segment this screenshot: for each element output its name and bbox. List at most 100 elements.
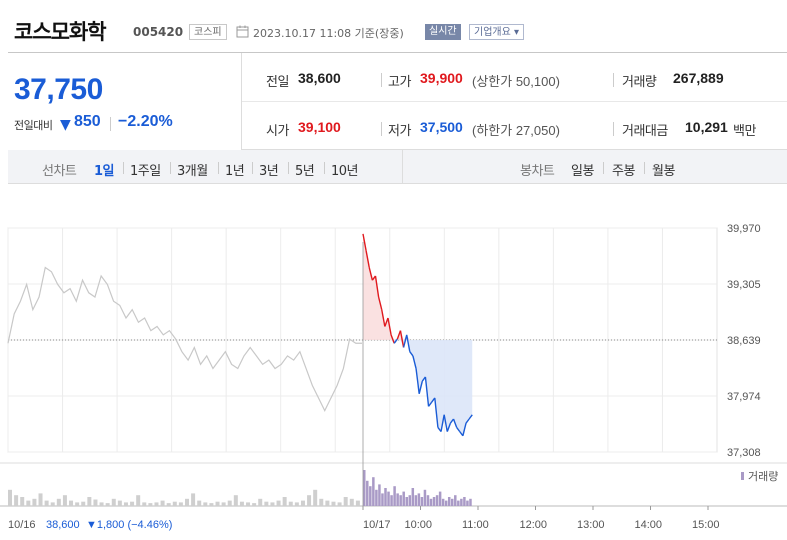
volume-bar-today: [420, 497, 424, 506]
volume-bar-today: [369, 486, 372, 506]
price-fills: [363, 233, 473, 436]
volume-bar-prev: [349, 498, 354, 506]
y-tick-label: 37,308: [727, 447, 761, 459]
amount-unit: 백만: [733, 124, 756, 139]
today-line-segment: [452, 418, 458, 428]
volume-bar-prev: [246, 502, 251, 506]
volume-bar-today: [408, 495, 412, 506]
volume-bar-today: [423, 489, 427, 506]
today-line-segment: [409, 351, 414, 357]
volume-bar-prev: [239, 501, 244, 506]
volume-bar-today: [429, 498, 433, 506]
current-price: 37,750: [14, 73, 103, 106]
x-tick-label: 12:00: [520, 519, 548, 531]
divider: [644, 162, 645, 174]
today-line-segment: [393, 338, 398, 344]
x-tick-label: 13:00: [577, 519, 605, 531]
volume-bar-today: [435, 495, 439, 506]
tab-1year[interactable]: 1년: [225, 164, 245, 179]
volume-bar-prev: [355, 500, 360, 506]
volume-legend-swatch: [741, 472, 744, 480]
tab-1day[interactable]: 1일: [94, 164, 115, 179]
today-line-segment: [362, 233, 367, 251]
volume-bar-today: [405, 497, 408, 506]
divider: [603, 162, 604, 174]
volume-bar-prev: [221, 502, 226, 506]
volume-bar-today: [447, 497, 451, 506]
today-line-segment: [384, 317, 389, 327]
volume-bars: [0, 242, 787, 507]
volume-bar-prev: [105, 503, 110, 506]
tab-3year[interactable]: 3년: [259, 164, 279, 179]
tab-10year[interactable]: 10년: [331, 164, 359, 179]
today-line-segment: [402, 334, 408, 348]
volume-bar-prev: [32, 498, 37, 506]
market-badge: 코스피: [189, 24, 227, 40]
volume-bar-prev: [44, 500, 49, 506]
tab-daily-candle[interactable]: 일봉: [571, 164, 594, 179]
volume-bar-prev: [227, 500, 232, 506]
volume-bar-prev: [215, 501, 220, 506]
volume-bar-prev: [26, 500, 31, 506]
change-label: 전일대비: [14, 119, 53, 132]
today-line-segment: [387, 317, 392, 335]
divider: [252, 162, 253, 174]
tab-3month[interactable]: 3개월: [177, 164, 208, 179]
tab-5year[interactable]: 5년: [295, 164, 315, 179]
volume-bar-prev: [99, 502, 104, 506]
volume-bar-today: [426, 495, 430, 506]
today-line-segment: [381, 309, 386, 327]
volume-bar-prev: [331, 501, 336, 506]
volume-bar-prev: [185, 498, 189, 506]
volume-bar-today: [378, 484, 381, 506]
price-box: 37,750 전일대비 ▼ 850 −2.20%: [8, 53, 242, 150]
down-area-fill: [363, 340, 473, 436]
volume-bar-prev: [87, 497, 92, 506]
volume-bar-today: [463, 497, 466, 506]
today-line-segment: [377, 296, 383, 310]
volume-bar-today: [390, 495, 393, 506]
volume-bar-today: [399, 495, 402, 506]
volume-bar-prev: [14, 495, 19, 506]
volume-bar-today: [441, 498, 445, 506]
tab-weekly-candle[interactable]: 주봉: [612, 164, 635, 179]
volume-bar-today: [438, 491, 442, 506]
volume-bar-today: [363, 470, 366, 506]
divider: [613, 122, 614, 136]
high-label: 고가: [388, 75, 411, 90]
volume-bar-prev: [142, 502, 147, 506]
volume-bar-today: [444, 500, 448, 506]
today-line-segment: [427, 401, 433, 407]
company-overview-button[interactable]: 기업개요 ▾: [469, 24, 524, 40]
realtime-badge[interactable]: 실시간: [425, 24, 461, 40]
volume-bar-today: [387, 491, 390, 506]
volume-bar-prev: [178, 502, 183, 506]
today-line-segment: [440, 414, 445, 432]
volume-value: 267,889: [673, 70, 724, 86]
divider: [170, 162, 171, 174]
volume-bar-today: [451, 498, 454, 506]
footer-change: ▼1,800 (−4.46%): [86, 519, 172, 531]
volume-bar-prev: [130, 501, 135, 506]
y-tick-label: 39,970: [727, 223, 761, 235]
price-chart[interactable]: 39,970 39,305 38,639 37,974 37,308 10/17 10:0…: [0, 184, 787, 540]
volume-bar-prev: [197, 500, 202, 506]
amount-label: 거래대금: [622, 124, 668, 139]
x-tick-label: 14:00: [635, 519, 663, 531]
today-line-segment: [424, 376, 430, 407]
volume-bar-today: [375, 489, 378, 506]
calendar-icon: [236, 25, 249, 38]
today-line-segment: [468, 414, 473, 420]
today-line-segment: [406, 334, 411, 352]
volume-bar-today: [469, 498, 472, 506]
tab-1week[interactable]: 1주일: [130, 164, 161, 179]
volume-bar-today: [381, 493, 384, 506]
volume-bar-prev: [50, 502, 55, 506]
quote-summary: 37,750 전일대비 ▼ 850 −2.20% 전일 38,600 고가 39…: [8, 52, 787, 150]
tab-monthly-candle[interactable]: 월봉: [652, 164, 675, 179]
chart-tabs: 선차트 1일 1주일 3개월 1년 3년 5년 10년 봉차트 일봉 주봉 월봉: [8, 150, 787, 184]
volume-bar-prev: [148, 503, 153, 506]
timestamp: 2023.10.17 11:08 기준(장중): [253, 27, 404, 40]
today-line-segment: [434, 397, 439, 428]
today-line-segment: [443, 414, 448, 432]
